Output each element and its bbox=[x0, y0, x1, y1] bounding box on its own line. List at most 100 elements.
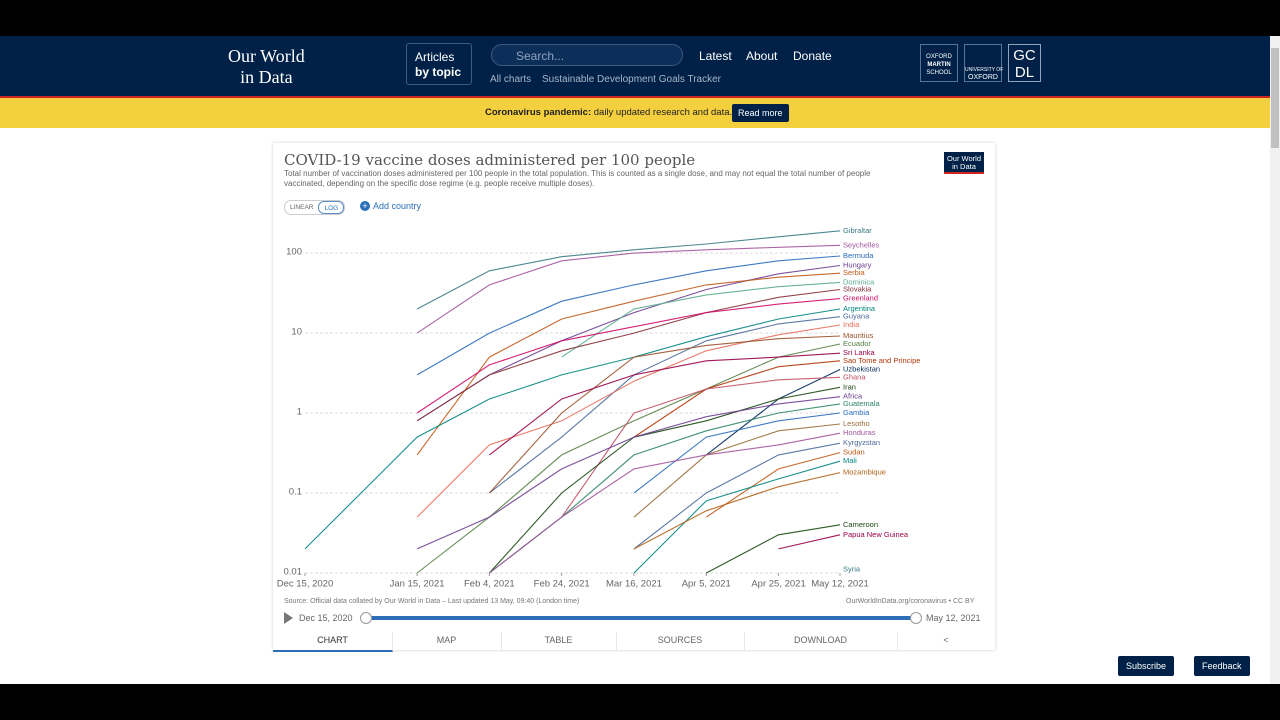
tab[interactable]: DOWNLOAD bbox=[744, 632, 898, 650]
legend-label: Mauritius bbox=[843, 331, 874, 340]
logo-line: in Data bbox=[952, 162, 976, 171]
x-tick-label: May 12, 2021 bbox=[811, 579, 869, 590]
source: Source: Official data collated by Our Wo… bbox=[284, 598, 580, 605]
play-button[interactable] bbox=[284, 612, 293, 624]
series-line bbox=[416, 230, 841, 310]
legend-label: Africa bbox=[843, 392, 863, 401]
series-line bbox=[304, 308, 841, 550]
y-tick-label: 0.1 bbox=[289, 487, 302, 498]
plus-icon: + bbox=[360, 201, 370, 211]
legend-label: Greenland bbox=[843, 294, 878, 303]
legend-label: Ghana bbox=[843, 372, 866, 381]
read-more-button[interactable]: Read more bbox=[732, 104, 789, 122]
series-line bbox=[489, 432, 841, 574]
sub-link[interactable]: All charts bbox=[490, 74, 532, 85]
nav-link[interactable]: Latest bbox=[699, 49, 732, 63]
banner-bold: Coronavirus pandemic: bbox=[485, 107, 592, 118]
partner-logo[interactable]: OXFORD MARTIN SCHOOL bbox=[920, 44, 958, 82]
scale-option[interactable]: LINEAR bbox=[290, 204, 314, 211]
partner-text: SCHOOL bbox=[926, 70, 952, 76]
legend-label: Papua New Guinea bbox=[843, 530, 909, 539]
scale-toggle[interactable]: LINEAR LOG bbox=[284, 200, 346, 215]
partner-text: DL bbox=[1014, 64, 1035, 81]
nav-bar: Our World in Data Articles by topic Sear… bbox=[0, 36, 1270, 98]
legend-label: Dominica bbox=[843, 277, 875, 286]
legend-label: Argentina bbox=[843, 304, 876, 313]
legend-label: Bermuda bbox=[843, 251, 874, 260]
legend-label: Honduras bbox=[843, 428, 876, 437]
articles-label: Articles bbox=[415, 50, 455, 64]
x-tick-label: Feb 4, 2021 bbox=[464, 579, 515, 590]
tab[interactable]: SOURCES bbox=[616, 632, 745, 650]
scale-option[interactable]: LOG bbox=[318, 201, 345, 214]
series-line bbox=[416, 396, 841, 550]
series-line bbox=[633, 360, 841, 438]
legend-label: Gambia bbox=[843, 408, 870, 417]
subscribe-button[interactable]: Subscribe bbox=[1118, 656, 1175, 676]
series-line bbox=[633, 472, 841, 550]
legend-label: Sudan bbox=[843, 448, 865, 457]
series-line bbox=[633, 460, 841, 574]
search-box[interactable]: Search... bbox=[491, 44, 683, 66]
legend-label: Sri Lanka bbox=[843, 348, 876, 357]
series-line bbox=[416, 255, 841, 376]
search-placeholder: Search... bbox=[516, 49, 565, 63]
x-tick-label: Feb 24, 2021 bbox=[534, 579, 590, 590]
timeline-start: Dec 15, 2020 bbox=[299, 613, 353, 623]
series-line bbox=[416, 324, 841, 518]
timeline-end: May 12, 2021 bbox=[926, 613, 981, 623]
legend-label: Lesotho bbox=[843, 419, 870, 428]
chart-card bbox=[273, 143, 995, 650]
tab[interactable]: MAP bbox=[392, 632, 502, 650]
series-line bbox=[416, 343, 841, 574]
feedback-button[interactable]: Feedback bbox=[1194, 656, 1250, 676]
nav-link[interactable]: Donate bbox=[793, 49, 832, 63]
sub-link[interactable]: Sustainable Development Goals Tracker bbox=[542, 74, 721, 85]
logo-line: in Data bbox=[240, 67, 293, 87]
legend-label: Cameroon bbox=[843, 520, 878, 529]
timeline-track[interactable] bbox=[365, 616, 916, 620]
site-logo[interactable]: Our World in Data bbox=[228, 46, 305, 88]
legend-label: Slovakia bbox=[843, 285, 872, 294]
x-tick-label: Dec 15, 2020 bbox=[277, 579, 334, 590]
nav-link[interactable]: About bbox=[746, 49, 778, 63]
legend-label: Serbia bbox=[843, 268, 866, 277]
scroll-thumb[interactable] bbox=[1271, 48, 1279, 148]
chart-subtitle: Total number of vaccination doses admini… bbox=[284, 169, 871, 188]
legend-label: Seychelles bbox=[843, 240, 880, 249]
timeline-handle[interactable] bbox=[360, 612, 372, 624]
add-country[interactable]: + Add country bbox=[360, 201, 421, 211]
series-line bbox=[416, 244, 841, 334]
legend-label: Gibraltar bbox=[843, 226, 872, 235]
x-tick-label: Apr 5, 2021 bbox=[682, 579, 731, 590]
series-line bbox=[416, 264, 841, 422]
banner-body: daily updated research and data. bbox=[593, 107, 733, 118]
series-line bbox=[706, 524, 841, 574]
tab[interactable]: TABLE bbox=[501, 632, 617, 650]
series-line bbox=[633, 442, 841, 550]
share-tab[interactable]: < bbox=[943, 635, 949, 645]
partner-text: OXFORD bbox=[968, 74, 998, 81]
x-tick-label: Mar 16, 2021 bbox=[606, 579, 662, 590]
legend-label: Guatemala bbox=[843, 399, 881, 408]
articles-menu[interactable]: Articles by topic bbox=[406, 43, 472, 85]
tab[interactable]: CHART bbox=[273, 632, 393, 652]
scrollbar[interactable] bbox=[1270, 36, 1280, 684]
add-country-label: Add country bbox=[373, 201, 422, 211]
series-line bbox=[489, 316, 841, 494]
series-line bbox=[488, 386, 841, 574]
legend-label: Ecuador bbox=[843, 339, 871, 348]
card-logo[interactable]: Our World in Data bbox=[944, 152, 984, 174]
partner-text: OXFORD bbox=[926, 54, 952, 60]
legend-label: Guyana bbox=[843, 312, 870, 321]
y-tick-label: 0.01 bbox=[284, 567, 303, 578]
timeline-handle[interactable] bbox=[910, 612, 922, 624]
series-line bbox=[416, 298, 841, 414]
series-line bbox=[416, 288, 841, 422]
partner-text: MARTIN bbox=[927, 62, 951, 68]
partner-logo[interactable]: GC DL bbox=[1008, 44, 1041, 82]
partner-logo[interactable]: UNIVERSITY OF OXFORD bbox=[964, 44, 1003, 82]
legend-label: Syria bbox=[843, 565, 861, 574]
legend-label: Sao Tome and Principe bbox=[843, 356, 920, 365]
